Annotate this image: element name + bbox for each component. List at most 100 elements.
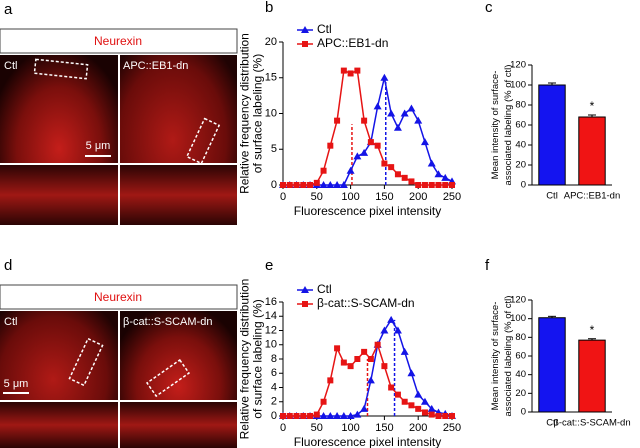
point: [381, 160, 388, 167]
x-tick-label: 200: [409, 191, 427, 203]
x-tick-label: 100: [341, 422, 359, 434]
point: [319, 412, 328, 419]
point: [400, 109, 409, 117]
y-tick-label: 120: [510, 60, 526, 71]
point: [401, 398, 408, 405]
image-label: Ctl: [4, 60, 17, 72]
point: [394, 171, 401, 178]
point: [420, 138, 429, 146]
point: [300, 413, 307, 419]
x-axis-label: Fluorescence pixel intensity: [294, 435, 441, 448]
x-tick-label: 50: [311, 191, 323, 203]
scale-label: 5 μm: [4, 378, 29, 390]
x-tick-label: 250: [443, 191, 461, 203]
point: [380, 73, 389, 81]
y-tick-label: 80: [515, 100, 526, 111]
legend-label: Ctl: [317, 282, 332, 296]
stain-box: [0, 284, 238, 310]
point: [449, 413, 455, 419]
panel-letter: a: [4, 1, 13, 18]
y-tick-label: 20: [515, 160, 526, 171]
significance: *: [590, 323, 595, 337]
legend-label: Ctl: [317, 22, 332, 36]
x-tick-label: Ctl: [546, 191, 558, 202]
point: [280, 182, 286, 188]
legend-label: APC::EB1-dn: [317, 36, 388, 50]
y-tick-label: 10: [265, 339, 277, 351]
point: [387, 109, 396, 117]
y-tick-label: 40: [515, 140, 526, 151]
y-tick-label: 0: [521, 180, 526, 191]
y-tick-label: 120: [510, 295, 526, 306]
point: [313, 179, 320, 186]
point: [353, 410, 362, 418]
x-tick-label: 200: [409, 422, 427, 434]
point: [340, 67, 347, 74]
point: [286, 182, 293, 188]
point: [320, 167, 327, 174]
x-tick-label: Ctl: [546, 418, 558, 429]
point: [346, 166, 355, 174]
y-tick-label: 0: [271, 179, 277, 191]
legend-marker: [302, 41, 308, 47]
roi-box: [68, 337, 104, 387]
point: [401, 174, 408, 181]
legend-marker: [301, 286, 309, 293]
point: [428, 182, 435, 188]
point: [334, 345, 341, 352]
y-axis-label: Relative frequency distribution: [238, 33, 252, 194]
roi-box: [185, 117, 221, 165]
point: [427, 159, 436, 167]
point: [313, 411, 320, 418]
point: [293, 182, 300, 188]
point: [320, 398, 327, 405]
y-tick-label: 100: [510, 313, 526, 324]
point: [408, 178, 415, 185]
point: [414, 116, 423, 124]
point: [307, 182, 314, 188]
point: [346, 412, 355, 419]
x-tick-label: 0: [280, 422, 286, 434]
point: [353, 152, 362, 160]
y-tick-label: 0: [271, 410, 277, 422]
point: [347, 363, 354, 370]
x-tick-label: 0: [280, 191, 286, 203]
point: [388, 384, 395, 391]
y-tick-label: 20: [265, 36, 277, 48]
point: [354, 356, 361, 362]
point: [374, 142, 381, 149]
y-tick-label: 10: [265, 107, 277, 119]
y-tick-label: 15: [265, 72, 277, 84]
point: [407, 104, 416, 112]
x-tick-label: 50: [311, 422, 323, 434]
point: [380, 326, 389, 334]
y-axis-label: Mean intensity of surface-: [490, 302, 501, 411]
roi-box: [145, 358, 191, 398]
point: [408, 402, 415, 409]
y-axis-label: associated labeling (% of ctl): [503, 65, 514, 186]
stain-box: [0, 28, 238, 54]
point: [286, 413, 293, 419]
y-tick-label: 16: [265, 296, 277, 308]
stain-label: Neurexin: [94, 34, 142, 48]
point: [333, 181, 342, 188]
point: [366, 376, 375, 384]
point: [442, 182, 449, 188]
point: [421, 409, 428, 416]
point: [361, 348, 368, 355]
point: [367, 139, 374, 146]
panel-letter: d: [4, 257, 12, 274]
scale-label: 5 μm: [86, 140, 111, 152]
x-axis-label: Fluorescence pixel intensity: [294, 204, 441, 218]
panel-letter: e: [265, 257, 273, 274]
legend-marker: [302, 301, 308, 307]
point: [339, 181, 348, 188]
point: [381, 363, 388, 370]
point: [327, 377, 334, 384]
point: [354, 67, 361, 74]
x-tick-label: 250: [443, 422, 461, 434]
point: [327, 142, 334, 149]
x-tick-label: β-cat::S-SCAM-dn: [553, 418, 630, 429]
point: [373, 102, 382, 110]
